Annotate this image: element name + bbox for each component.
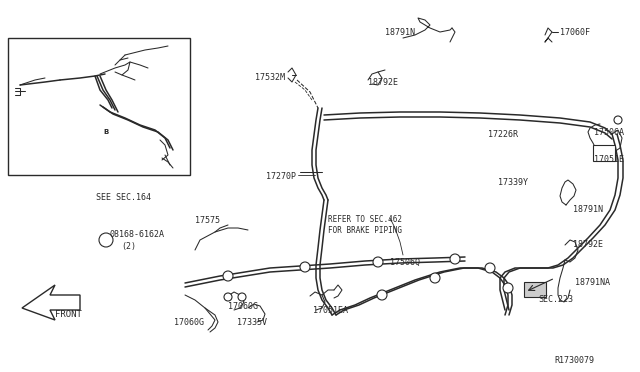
Text: 17339Y: 17339Y	[498, 178, 528, 187]
Circle shape	[614, 116, 622, 124]
Text: 17532M: 17532M	[255, 73, 285, 82]
Text: 17060F: 17060F	[560, 28, 590, 37]
Text: 17506A: 17506A	[594, 128, 624, 137]
Circle shape	[223, 271, 233, 281]
Text: 18791NA: 18791NA	[575, 278, 610, 287]
Text: 17226R: 17226R	[488, 130, 518, 139]
Text: 08168-6162A: 08168-6162A	[110, 230, 165, 239]
Circle shape	[377, 290, 387, 300]
Text: 17270P: 17270P	[266, 172, 296, 181]
Text: 18791N: 18791N	[573, 205, 603, 214]
Circle shape	[99, 233, 113, 247]
Text: 17060G: 17060G	[228, 302, 258, 311]
Bar	[593, 145, 615, 161]
Text: 17506Q: 17506Q	[390, 258, 420, 267]
Bar	[524, 282, 546, 297]
Circle shape	[300, 262, 310, 272]
Polygon shape	[22, 285, 80, 320]
Circle shape	[373, 257, 383, 267]
Text: 18792E: 18792E	[368, 78, 398, 87]
Text: 17575: 17575	[195, 216, 220, 225]
Text: FRONT: FRONT	[55, 310, 82, 319]
Text: 17335V: 17335V	[237, 318, 267, 327]
Circle shape	[503, 283, 513, 293]
Circle shape	[485, 263, 495, 273]
Circle shape	[450, 254, 460, 264]
Text: B: B	[104, 129, 109, 135]
Text: R1730079: R1730079	[554, 356, 594, 365]
Text: 17060G: 17060G	[174, 318, 204, 327]
Bar	[8, 38, 190, 175]
Text: FOR BRAKE PIPING: FOR BRAKE PIPING	[328, 226, 402, 235]
Text: 17051EA: 17051EA	[313, 306, 348, 315]
Text: SEC.223: SEC.223	[538, 295, 573, 304]
Circle shape	[430, 273, 440, 283]
Text: 17051E: 17051E	[594, 155, 624, 164]
Text: REFER TO SEC.462: REFER TO SEC.462	[328, 215, 402, 224]
Circle shape	[224, 293, 232, 301]
Circle shape	[238, 293, 246, 301]
Text: SEE SEC.164: SEE SEC.164	[96, 193, 151, 202]
Text: (2): (2)	[121, 242, 136, 251]
Text: 18792E: 18792E	[573, 240, 603, 249]
Text: 18791N: 18791N	[385, 28, 415, 37]
